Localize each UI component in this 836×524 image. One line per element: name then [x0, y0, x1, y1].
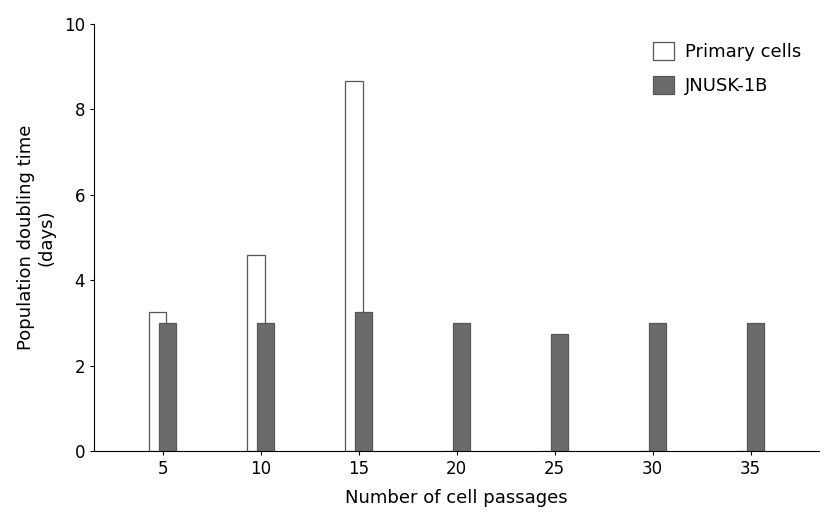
Bar [354, 312, 372, 451]
Bar [551, 334, 568, 451]
Bar [247, 255, 264, 451]
Bar [257, 323, 274, 451]
X-axis label: Number of cell passages: Number of cell passages [345, 489, 568, 507]
Bar [159, 323, 176, 451]
Legend: Primary cells, JNUSK-1B: Primary cells, JNUSK-1B [644, 32, 810, 104]
Bar [747, 323, 764, 451]
Y-axis label: Population doubling time
(days): Population doubling time (days) [17, 125, 55, 350]
Bar [649, 323, 666, 451]
Bar [453, 323, 471, 451]
Bar [149, 312, 166, 451]
Bar [345, 81, 363, 451]
